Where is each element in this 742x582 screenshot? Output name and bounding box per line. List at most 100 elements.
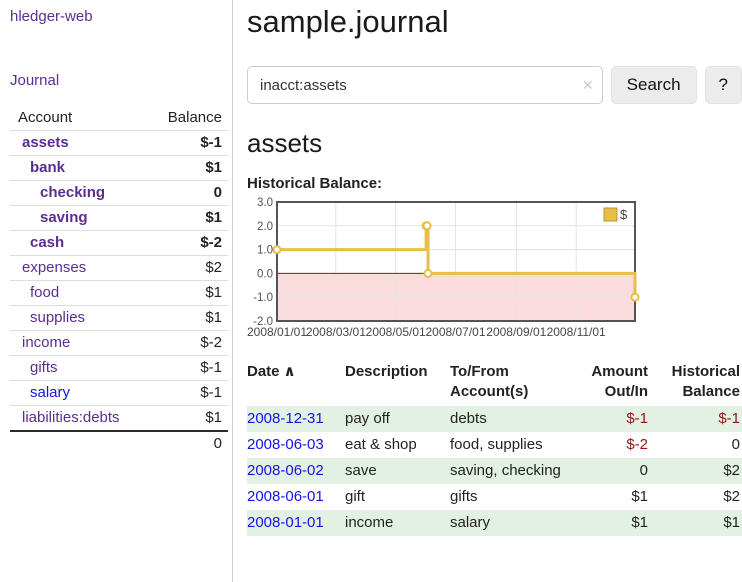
transaction-date-link[interactable]: 2008-01-01 — [247, 514, 324, 531]
sidebar-item-journal[interactable]: Journal — [10, 72, 60, 89]
balance-column-header: Balance — [167, 109, 222, 126]
description-cell: eat & shop — [345, 436, 417, 453]
historical-balance-chart[interactable]: $3.0 2.0 1.0 0.0 -1.0 -2.02008/01/012008/03/0… — [247, 196, 742, 346]
account-row: income $-2 — [10, 330, 228, 355]
legend-swatch — [603, 207, 618, 222]
register-table-body: 2008-12-31 pay off debts $-1 $-1 2008-06-03 ea… — [247, 406, 742, 536]
account-link[interactable]: liabilities:debts — [22, 409, 120, 426]
table-row: 2008-12-31 pay off debts $-1 $-1 — [247, 406, 742, 432]
main-content: sample.journal ✕ Search ? assets Histori… — [247, 0, 742, 536]
sort-ascending-icon: ∧ — [283, 363, 296, 380]
x-axis-tick-label: 2008/05/01 — [366, 325, 426, 339]
amount-cell: $1 — [631, 514, 648, 531]
y-axis-tick-label: 0.0 — [257, 268, 273, 280]
amount-cell: $-1 — [626, 410, 648, 427]
description-cell: pay off — [345, 410, 390, 427]
amount-column-header: Amount Out/In — [591, 363, 648, 400]
legend-label: $ — [620, 207, 628, 222]
account-balance: $-1 — [200, 134, 222, 151]
accounts-cell: salary — [450, 514, 491, 531]
plot-border — [276, 201, 636, 322]
balance-cell: $2 — [723, 462, 740, 479]
transaction-date-link[interactable]: 2008-06-01 — [247, 488, 324, 505]
help-button[interactable]: ? — [704, 66, 742, 104]
account-balance: $2 — [205, 259, 222, 276]
balance-cell: 0 — [731, 436, 740, 453]
accounts-cell: gifts — [450, 488, 478, 505]
balance-cell: $2 — [723, 488, 740, 505]
chart-title: Historical Balance: — [247, 175, 383, 192]
account-row: saving $1 — [10, 205, 228, 230]
account-row: food $1 — [10, 280, 228, 305]
register-table-header: Date ∧ Description To/From Account(s) Amo… — [247, 360, 742, 406]
account-link[interactable]: assets — [22, 134, 69, 151]
brand-link[interactable]: hledger-web — [10, 8, 93, 25]
account-link[interactable]: supplies — [30, 309, 86, 326]
account-balance: $1 — [205, 159, 222, 176]
search-button[interactable]: Search — [610, 66, 697, 104]
account-link[interactable]: salary — [30, 384, 71, 401]
account-row: salary $-1 — [10, 380, 228, 405]
table-row: 2008-01-01 income salary $1 $1 — [247, 510, 742, 536]
accounts-cell: debts — [450, 410, 487, 427]
account-link[interactable]: bank — [30, 159, 66, 176]
data-point-marker — [422, 221, 432, 231]
account-row: expenses $2 — [10, 255, 228, 280]
amount-cell: $-2 — [626, 436, 648, 453]
accounts-list: assets $-1 bank $1 checking 0 saving $1 cash $-2 e… — [10, 130, 228, 430]
search-form: ✕ Search ? — [247, 66, 742, 104]
account-balance: $-2 — [200, 234, 222, 251]
description-cell: gift — [345, 488, 366, 505]
account-row: gifts $-1 — [10, 355, 228, 380]
x-axis-tick-label: 2008/09/01 — [486, 325, 546, 339]
account-link[interactable]: income — [22, 334, 71, 351]
account-link[interactable]: cash — [30, 234, 65, 251]
account-row: assets $-1 — [10, 130, 228, 155]
account-balance: $-1 — [200, 384, 222, 401]
description-cell: save — [345, 462, 377, 479]
account-balance: $1 — [205, 284, 222, 301]
accounts-table: Account Balance assets $-1 bank $1 checking 0… — [10, 106, 228, 456]
sidebar: hledger-web Journal Account Balance asse… — [0, 0, 233, 582]
accounts-total-value: 0 — [213, 435, 222, 452]
account-link[interactable]: gifts — [30, 359, 58, 376]
description-cell: income — [345, 514, 394, 531]
balance-cell: $1 — [723, 514, 740, 531]
data-point-marker — [272, 245, 282, 255]
account-balance: $-2 — [200, 334, 222, 351]
y-axis-tick-label: 2.0 — [257, 221, 273, 233]
search-input[interactable] — [247, 66, 603, 104]
account-link[interactable]: saving — [40, 209, 88, 226]
date-column-header[interactable]: Date ∧ — [247, 363, 296, 380]
account-link[interactable]: checking — [40, 184, 106, 201]
account-balance: $1 — [205, 409, 222, 426]
x-axis-tick-label: 2008/07/01 — [425, 325, 485, 339]
register-table: Date ∧ Description To/From Account(s) Amo… — [247, 360, 742, 536]
account-link[interactable]: expenses — [22, 259, 87, 276]
transaction-date-link[interactable]: 2008-06-02 — [247, 462, 324, 479]
historical-balance-column-header: Historical Balance — [671, 363, 740, 400]
amount-cell: $1 — [631, 488, 648, 505]
balance-cell: $-1 — [718, 410, 740, 427]
account-balance: $1 — [205, 309, 222, 326]
amount-cell: 0 — [639, 462, 648, 479]
data-point-marker — [630, 292, 640, 302]
x-axis-tick-label: 2008/01/01 — [247, 325, 307, 339]
account-balance: 0 — [213, 184, 222, 201]
account-column-header: Account — [18, 109, 73, 126]
clear-search-icon[interactable]: ✕ — [581, 77, 594, 93]
account-row: cash $-2 — [10, 230, 228, 255]
account-row: supplies $1 — [10, 305, 228, 330]
account-link[interactable]: food — [30, 284, 60, 301]
table-row: 2008-06-03 eat & shop food, supplies $-2 0 — [247, 432, 742, 458]
accounts-total-row: 0 — [10, 430, 228, 456]
x-axis-tick-label: 2008/03/01 — [306, 325, 366, 339]
y-axis-tick-label: -2.0 — [253, 316, 273, 328]
account-balance: $1 — [205, 209, 222, 226]
transaction-date-link[interactable]: 2008-12-31 — [247, 410, 324, 427]
accounts-column-header: To/From Account(s) — [450, 363, 529, 400]
transaction-date-link[interactable]: 2008-06-03 — [247, 436, 324, 453]
table-row: 2008-06-01 gift gifts $1 $2 — [247, 484, 742, 510]
search-input-wrap: ✕ — [247, 66, 603, 104]
accounts-cell: saving, checking — [450, 462, 561, 479]
